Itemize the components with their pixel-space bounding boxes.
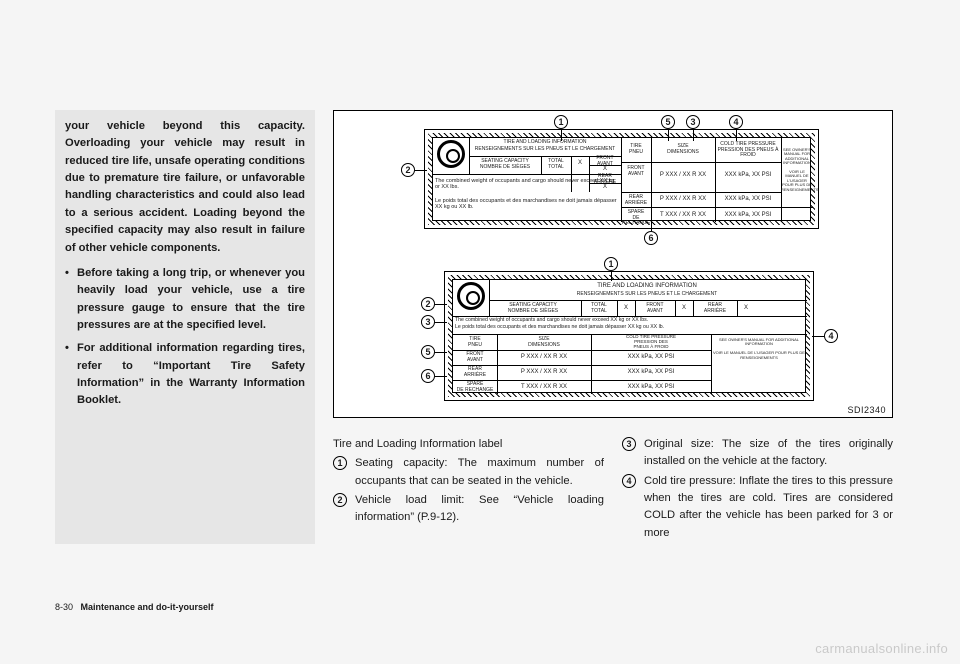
- item-text: Seating capacity: The maximum number of …: [355, 457, 604, 486]
- section-title: Maintenance and do-it-yourself: [81, 602, 214, 612]
- callout-3-bot: 3: [421, 315, 435, 329]
- page-number: 8-30: [55, 602, 73, 612]
- callout-6-top: 6: [644, 231, 658, 245]
- tire-icon: [437, 140, 465, 168]
- definition-item: 3 Original size: The size of the tires or…: [622, 436, 893, 471]
- definition-item: 4 Cold tire pressure: Inflate the tires t…: [622, 473, 893, 542]
- definition-item: 1 Seating capacity: The maximum number of…: [333, 455, 604, 490]
- item-number-circle: 2: [333, 493, 347, 507]
- callout-2-top: 2: [401, 163, 415, 177]
- figure-and-caption-area: SDI2340 TIRE AND LOADING INFORMATION REN…: [333, 110, 893, 544]
- callout-2-bot: 2: [421, 297, 435, 311]
- warning-paragraph: your vehicle beyond this capacity. Overl…: [65, 118, 305, 257]
- callout-4-bot: 4: [824, 329, 838, 343]
- item-number-circle: 3: [622, 437, 636, 451]
- item-text: Cold tire pressure: Inflate the tires to…: [644, 475, 893, 539]
- item-number-circle: 1: [333, 456, 347, 470]
- figure-id: SDI2340: [847, 405, 886, 415]
- callout-4-top: 4: [729, 115, 743, 129]
- callout-1-top: 1: [554, 115, 568, 129]
- caption-columns: Tire and Loading Information label 1 Seat…: [333, 436, 893, 544]
- warning-bullet-2: For additional information regarding tir…: [65, 340, 305, 409]
- callout-1-bot: 1: [604, 257, 618, 271]
- header-en: TIRE AND LOADING INFORMATION: [469, 140, 621, 146]
- item-text: Original size: The size of the tires ori…: [644, 438, 893, 467]
- warning-box: your vehicle beyond this capacity. Overl…: [55, 110, 315, 544]
- callout-3-top: 3: [686, 115, 700, 129]
- tire-label-figure: SDI2340 TIRE AND LOADING INFORMATION REN…: [333, 110, 893, 418]
- placard-top: TIRE AND LOADING INFORMATION RENSEIGNEME…: [424, 129, 819, 229]
- callout-6-bot: 6: [421, 369, 435, 383]
- watermark: carmanualsonline.info: [815, 641, 948, 656]
- header-fr: RENSEIGNEMENTS SUR LES PNEUS ET LE CHARG…: [469, 147, 621, 153]
- tire-icon: [457, 282, 485, 310]
- warning-bullet-1: Before taking a long trip, or whenever y…: [65, 265, 305, 334]
- definition-item: 2 Vehicle load limit: See “Vehicle loadin…: [333, 492, 604, 527]
- caption-title: Tire and Loading Information label: [333, 436, 604, 453]
- callout-5-bot: 5: [421, 345, 435, 359]
- callout-5-top: 5: [661, 115, 675, 129]
- item-text: Vehicle load limit: See “Vehicle loading…: [355, 494, 604, 523]
- placard-bottom: TIRE AND LOADING INFORMATION RENSEIGNEME…: [444, 271, 814, 401]
- item-number-circle: 4: [622, 474, 636, 488]
- page-footer: 8-30 Maintenance and do-it-yourself: [55, 602, 214, 612]
